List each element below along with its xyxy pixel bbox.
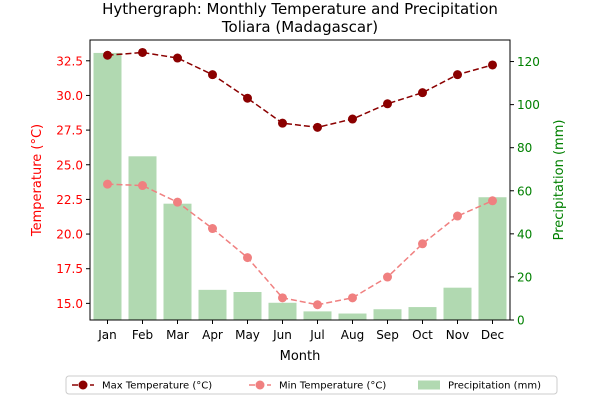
x-tick-label-jun: Jun [272, 328, 292, 342]
right-tick-label: 100 [517, 98, 540, 112]
max-temp-point-oct [418, 88, 427, 98]
x-tick-label-dec: Dec [481, 328, 504, 342]
precip-bar-aug [338, 313, 367, 320]
max-temp-point-jun [278, 118, 287, 128]
left-tick-label: 30.0 [56, 89, 83, 103]
min-temp-point-feb [138, 181, 147, 191]
right-axis-label: Precipitation (mm) [552, 120, 567, 241]
left-axis-label: Temperature (°C) [30, 124, 45, 237]
legend-precip-label: Precipitation (mm) [448, 381, 541, 392]
legend-max-temp-label: Max Temperature (°C) [102, 381, 212, 392]
max-temp-point-jul [313, 122, 322, 132]
min-temp-point-may [243, 253, 252, 263]
min-temp-point-sep [383, 272, 392, 282]
right-tick-label: 120 [517, 55, 540, 69]
right-tick-label: 60 [517, 184, 532, 198]
max-temp-point-mar [173, 53, 182, 63]
min-temp-point-jan [103, 179, 112, 189]
x-tick-label-may: May [235, 328, 260, 342]
precip-bar-mar [163, 203, 192, 320]
left-tick-label: 22.5 [56, 193, 83, 207]
legend-min-temp-label: Min Temperature (°C) [279, 381, 386, 392]
left-tick-label: 25.0 [56, 158, 83, 172]
x-tick-label-jul: Jul [309, 328, 324, 342]
min-temp-point-oct [418, 239, 427, 249]
precip-bar-apr [198, 289, 227, 320]
chart-subtitle: Toliara (Madagascar) [221, 18, 378, 36]
max-temp-point-aug [348, 114, 357, 124]
min-temp-point-jul [313, 300, 322, 310]
min-temp-point-mar [173, 197, 182, 207]
max-temp-point-apr [208, 70, 217, 80]
max-temp-point-may [243, 93, 252, 103]
x-tick-label-nov: Nov [446, 328, 469, 342]
min-temp-point-apr [208, 224, 217, 234]
right-tick-label: 40 [517, 227, 532, 241]
max-temp-point-nov [453, 70, 462, 80]
precip-bar-nov [443, 287, 472, 320]
precipitation-bars [93, 52, 507, 321]
precip-bar-oct [408, 307, 437, 320]
temperature-lines [103, 47, 497, 310]
chart-title: Hythergraph: Monthly Temperature and Pre… [102, 0, 498, 18]
precip-bar-feb [128, 156, 157, 320]
x-tick-label-apr: Apr [202, 328, 223, 342]
max-temp-point-dec [488, 60, 497, 70]
min-temp-point-jun [278, 293, 287, 303]
min-temp-point-aug [348, 293, 357, 303]
max-temp-line [107, 51, 493, 129]
x-tick-label-sep: Sep [376, 328, 399, 342]
x-month-axis: Jan Feb Mar Apr May Jun Jul Aug Sep Oct Nov Dec [97, 320, 504, 342]
precip-bar-sep [373, 309, 402, 320]
x-tick-label-mar: Mar [166, 328, 189, 342]
max-temp-point-jan [103, 50, 112, 60]
left-tick-label: 27.5 [56, 124, 83, 138]
left-tick-label: 32.5 [56, 54, 83, 68]
min-temp-point-nov [453, 211, 462, 221]
legend-max-temp-swatch-marker [78, 380, 88, 390]
plot-frame [89, 39, 511, 321]
x-tick-label-aug: Aug [341, 328, 364, 342]
legend-min-temp-swatch-marker [255, 380, 265, 390]
max-temp-point-sep [383, 99, 392, 109]
legend: Max Temperature (°C) Min Temperature (°C)… [65, 375, 558, 395]
x-tick-label-feb: Feb [132, 328, 153, 342]
right-tick-label: 20 [517, 270, 532, 284]
right-tick-label: 80 [517, 141, 532, 155]
precip-bar-jun [268, 302, 297, 320]
x-tick-label-oct: Oct [412, 328, 433, 342]
precip-bar-dec [478, 197, 507, 320]
left-tick-label: 17.5 [56, 262, 83, 276]
min-temp-point-dec [488, 196, 497, 206]
right-precipitation-axis: 0 20 40 60 80 100 120 [510, 55, 540, 328]
legend-precip-swatch [418, 380, 440, 390]
x-tick-label-jan: Jan [97, 328, 117, 342]
x-axis-label: Month [280, 349, 321, 364]
precip-bar-jul [303, 311, 332, 320]
precip-bar-may [233, 292, 262, 320]
min-temp-line [107, 183, 493, 306]
left-tick-label: 20.0 [56, 228, 83, 242]
left-tick-label: 15.0 [56, 297, 83, 311]
max-temp-point-feb [138, 47, 147, 57]
left-temperature-axis: 15.0 17.5 20.0 22.5 25.0 27.5 30.0 32.5 [56, 54, 90, 311]
right-tick-label: 0 [517, 314, 525, 328]
